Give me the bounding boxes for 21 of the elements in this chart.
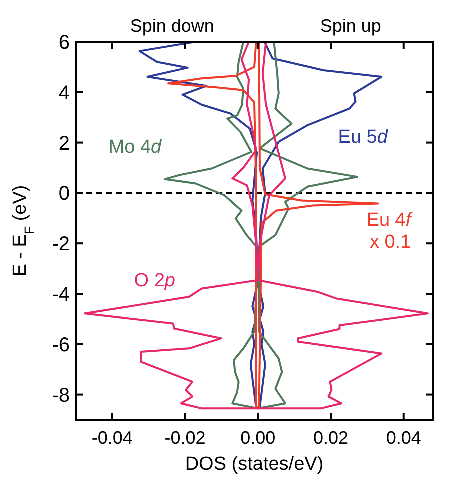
y-tick-label: 0	[58, 183, 70, 206]
series-label: Mo 4d	[108, 136, 164, 158]
y-tick-label: 6	[58, 32, 70, 54]
series-label: Eu 5d	[338, 126, 390, 148]
y-tick-label: -2	[52, 234, 70, 256]
x-tick-label: 0.00	[240, 428, 276, 448]
series-label: Eu 4f x 0.1	[366, 210, 413, 253]
x-tick-label: -0.02	[164, 428, 206, 448]
line-series	[84, 42, 429, 410]
y-tick-label: -8	[52, 384, 70, 407]
y-tick-label: -6	[52, 334, 70, 356]
x-tick-label: -0.04	[92, 428, 133, 448]
text: Spin down	[130, 16, 214, 36]
x-axis-title: DOS (states/eV)	[185, 454, 324, 475]
series-label: O 2p	[134, 270, 176, 292]
x-tick-label: 0.04	[386, 428, 422, 448]
x-tick-label: 0.02	[313, 428, 349, 448]
y-tick-label: 4	[58, 82, 70, 104]
y-tick-label: 2	[58, 132, 70, 155]
text: Spin up	[320, 16, 382, 36]
y-tick-label: -4	[52, 284, 70, 306]
